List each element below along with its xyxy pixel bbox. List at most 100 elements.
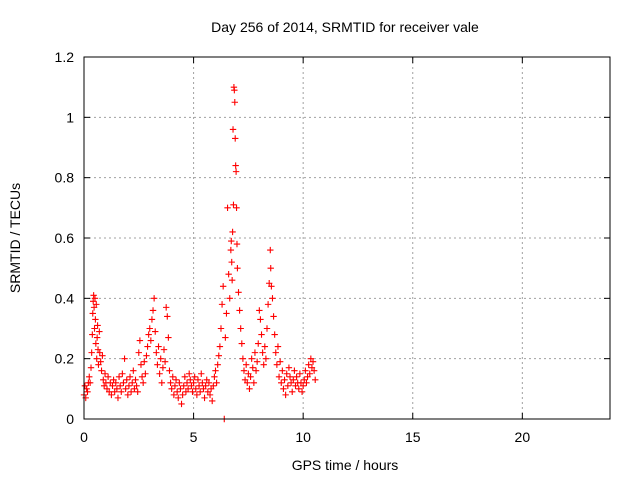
data-point (233, 240, 241, 248)
data-point (152, 328, 159, 335)
data-point (291, 367, 298, 374)
data-point (148, 316, 156, 323)
y-tick-label: 0 (66, 411, 74, 427)
data-point (166, 367, 173, 374)
data-point (231, 86, 238, 94)
data-point (149, 307, 157, 314)
data-point (255, 340, 262, 347)
data-point (235, 289, 242, 296)
data-point (257, 316, 264, 323)
data-point (273, 361, 281, 368)
data-point (108, 391, 115, 399)
data-point (97, 358, 104, 365)
data-point (169, 373, 176, 380)
data-point (138, 373, 146, 380)
data-point (98, 367, 105, 374)
data-point (91, 325, 98, 332)
data-point (160, 346, 168, 353)
data-point (275, 373, 283, 380)
data-point (226, 295, 233, 302)
data-point (267, 246, 274, 254)
data-point (154, 361, 161, 368)
data-point (173, 388, 181, 396)
y-tick-label: 0.4 (55, 290, 75, 306)
y-tick-label: 0.2 (55, 351, 75, 367)
data-point (135, 349, 142, 356)
data-point (133, 382, 140, 390)
data-points (80, 83, 319, 423)
data-point (156, 370, 163, 377)
data-point (137, 361, 145, 368)
data-point (186, 370, 193, 377)
x-tick-label: 10 (295, 429, 311, 445)
data-point (122, 385, 129, 393)
data-point (126, 373, 134, 380)
data-point (289, 388, 296, 396)
data-point (228, 277, 236, 284)
data-point (279, 367, 286, 374)
data-point (86, 373, 93, 380)
data-point (88, 349, 95, 356)
data-point (299, 382, 307, 390)
data-point (109, 382, 116, 390)
data-point (127, 388, 135, 396)
data-point (129, 379, 136, 386)
data-point (211, 373, 218, 380)
data-point (222, 334, 229, 341)
data-point (253, 358, 261, 365)
data-point (114, 394, 122, 402)
data-point (142, 370, 149, 377)
data-point (187, 376, 194, 383)
data-point (143, 352, 150, 359)
data-point (296, 370, 304, 377)
data-point (155, 343, 162, 350)
data-point (282, 391, 289, 399)
data-point (215, 352, 222, 359)
data-point (125, 382, 133, 390)
data-point (84, 388, 91, 396)
data-point (213, 379, 220, 386)
data-point (276, 358, 284, 365)
data-point (298, 388, 306, 396)
data-point (250, 379, 258, 386)
data-point (93, 301, 100, 308)
x-tick-label: 15 (405, 429, 421, 445)
data-point (134, 388, 141, 396)
data-point (92, 316, 99, 323)
data-point (130, 367, 137, 374)
data-point (230, 201, 237, 209)
data-point (233, 204, 240, 212)
data-point (229, 228, 236, 236)
data-point (240, 367, 248, 374)
data-point (306, 370, 313, 377)
data-point (244, 379, 251, 386)
data-point (157, 355, 164, 362)
data-point (269, 295, 276, 302)
data-point (223, 310, 230, 317)
data-point (89, 331, 96, 338)
data-point (312, 376, 319, 383)
data-point (232, 168, 240, 175)
data-point (201, 394, 208, 402)
data-point (285, 364, 293, 371)
data-point (248, 355, 255, 362)
data-point (93, 334, 101, 341)
data-point (162, 304, 170, 311)
data-point (150, 295, 158, 302)
data-point (199, 379, 206, 386)
data-point (309, 358, 317, 365)
data-point (183, 379, 191, 386)
data-point (214, 361, 221, 368)
data-point (238, 340, 245, 347)
x-tick-label: 5 (190, 429, 198, 445)
y-tick-label: 0.8 (55, 170, 75, 186)
data-point (205, 379, 213, 386)
x-tick-label: 0 (80, 429, 88, 445)
data-point (178, 400, 185, 408)
data-point (93, 355, 100, 362)
data-point (112, 379, 119, 386)
x-axis-label: GPS time / hours (292, 457, 399, 473)
data-point (179, 391, 186, 399)
x-tick-label: 20 (515, 429, 531, 445)
